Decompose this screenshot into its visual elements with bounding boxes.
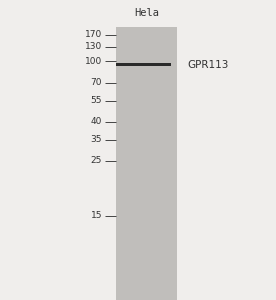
Text: 70: 70 [91, 78, 102, 87]
Bar [116, 27, 177, 300]
Text: GPR113: GPR113 [188, 59, 229, 70]
Text: 25: 25 [91, 156, 102, 165]
Text: 55: 55 [91, 96, 102, 105]
Text: Hela: Hela [134, 8, 159, 18]
Text: 170: 170 [85, 30, 102, 39]
Text: 40: 40 [91, 117, 102, 126]
Text: 15: 15 [91, 212, 102, 220]
Text: 100: 100 [85, 57, 102, 66]
Text: 35: 35 [91, 135, 102, 144]
Text: 130: 130 [85, 42, 102, 51]
Bar [116, 63, 171, 67]
